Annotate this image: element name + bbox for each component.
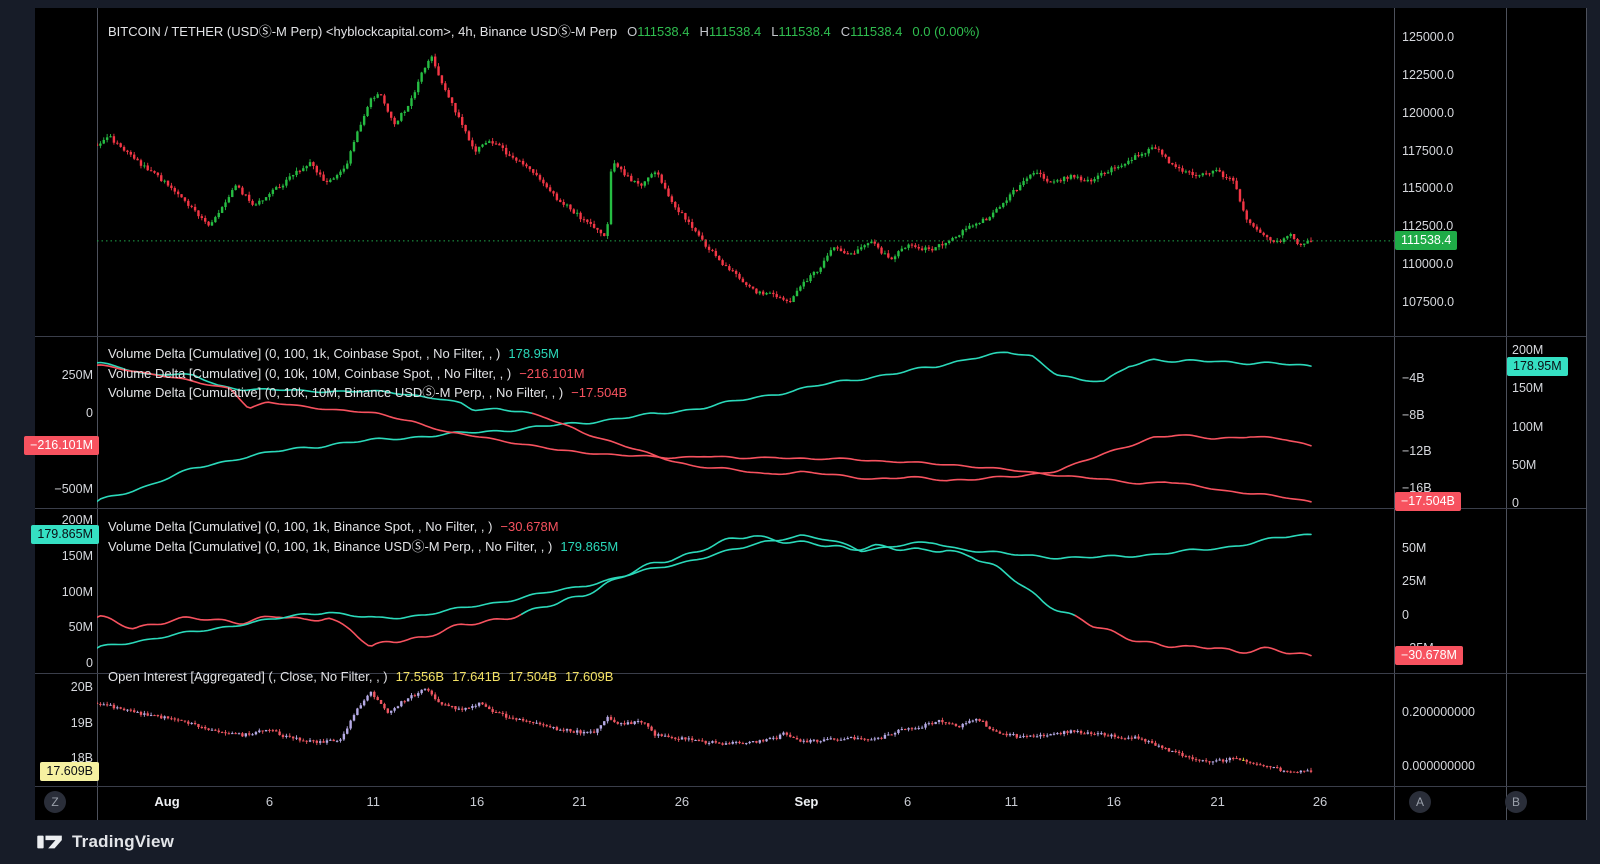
pane-separator-3[interactable] <box>35 673 1586 674</box>
indicator-title[interactable]: Volume Delta [Cumulative] (0, 100, 1k, C… <box>108 346 501 361</box>
indicator-legend-row[interactable]: Volume Delta [Cumulative] (0, 10k, 10M, … <box>108 383 627 403</box>
indicator-title[interactable]: Volume Delta [Cumulative] (0, 10k, 10M, … <box>108 385 564 400</box>
symbol-title[interactable]: BITCOIN / TETHER (USDⓈ-M Perp) <hyblockc… <box>108 24 618 39</box>
right-price-scale-2[interactable] <box>1506 8 1586 786</box>
right-axis-border-1 <box>1394 8 1395 820</box>
right-price-scale-1[interactable] <box>1394 8 1506 786</box>
ohlc-high-value: 111538.4 <box>708 24 762 39</box>
indicator-value: 17.556B <box>395 669 445 684</box>
tradingview-brand-text[interactable]: TradingView <box>72 832 175 851</box>
scale-a-button[interactable]: A <box>1409 791 1431 813</box>
tradingview-logo-icon[interactable] <box>37 832 63 852</box>
footer-bar: TradingView <box>0 820 1600 864</box>
ohlc-open-label: O <box>627 24 638 39</box>
left-axis-border <box>97 8 98 820</box>
pane-separator-2[interactable] <box>35 508 1586 509</box>
indicator-legend-row[interactable]: Volume Delta [Cumulative] (0, 100, 1k, B… <box>108 517 618 537</box>
indicator-title[interactable]: Volume Delta [Cumulative] (0, 100, 1k, B… <box>108 538 553 554</box>
chart-right-edge <box>1586 8 1587 820</box>
indicator-value: −216.101M <box>519 365 585 381</box>
ohlc-low-value: 111538.4 <box>778 24 831 39</box>
indicator-value: −30.678M <box>500 519 559 534</box>
ohlc-close-label: C <box>840 24 851 39</box>
ohlc-close-value: 111538.4 <box>850 24 903 39</box>
volume-delta-legend-bottom[interactable]: Volume Delta [Cumulative] (0, 100, 1k, B… <box>108 517 618 556</box>
indicator-value: 17.609B <box>564 669 614 684</box>
indicator-value: 17.504B <box>508 669 557 684</box>
right-axis-border-2 <box>1506 8 1507 820</box>
price-change-value: 0.0 (0.00%) <box>912 24 980 39</box>
indicator-legend-row[interactable]: Volume Delta [Cumulative] (0, 10k, 10M, … <box>108 364 627 384</box>
scale-b-button[interactable]: B <box>1505 791 1527 813</box>
indicator-legend-row[interactable]: Volume Delta [Cumulative] (0, 100, 1k, B… <box>108 537 618 557</box>
time-scale[interactable] <box>35 786 1586 820</box>
indicator-title[interactable]: Volume Delta [Cumulative] (0, 100, 1k, B… <box>108 519 493 534</box>
indicator-legend-row[interactable]: Volume Delta [Cumulative] (0, 100, 1k, C… <box>108 344 627 364</box>
pane-separator-1[interactable] <box>35 336 1586 337</box>
indicator-legend-row[interactable]: Open Interest [Aggregated] (, Close, No … <box>108 667 613 687</box>
indicator-title[interactable]: Volume Delta [Cumulative] (0, 10k, 10M, … <box>108 365 512 381</box>
ohlc-open-value: 111538.4 <box>637 24 690 39</box>
indicator-value: 17.641B <box>452 669 501 684</box>
open-interest-legend[interactable]: Open Interest [Aggregated] (, Close, No … <box>108 667 613 687</box>
timezone-button[interactable]: Z <box>44 791 66 813</box>
time-axis-separator <box>35 786 1586 787</box>
indicator-value: −17.504B <box>571 385 628 400</box>
left-price-scale[interactable] <box>35 8 97 786</box>
indicator-title[interactable]: Open Interest [Aggregated] (, Close, No … <box>108 669 388 684</box>
main-symbol-legend[interactable]: BITCOIN / TETHER (USDⓈ-M Perp) <hyblockc… <box>108 21 980 40</box>
ohlc-low-label: L <box>771 24 779 39</box>
indicator-value: 178.95M <box>508 346 559 361</box>
indicator-value: 179.865M <box>560 538 619 554</box>
volume-delta-legend-top[interactable]: Volume Delta [Cumulative] (0, 100, 1k, C… <box>108 344 627 403</box>
ohlc-high-label: H <box>699 24 709 39</box>
